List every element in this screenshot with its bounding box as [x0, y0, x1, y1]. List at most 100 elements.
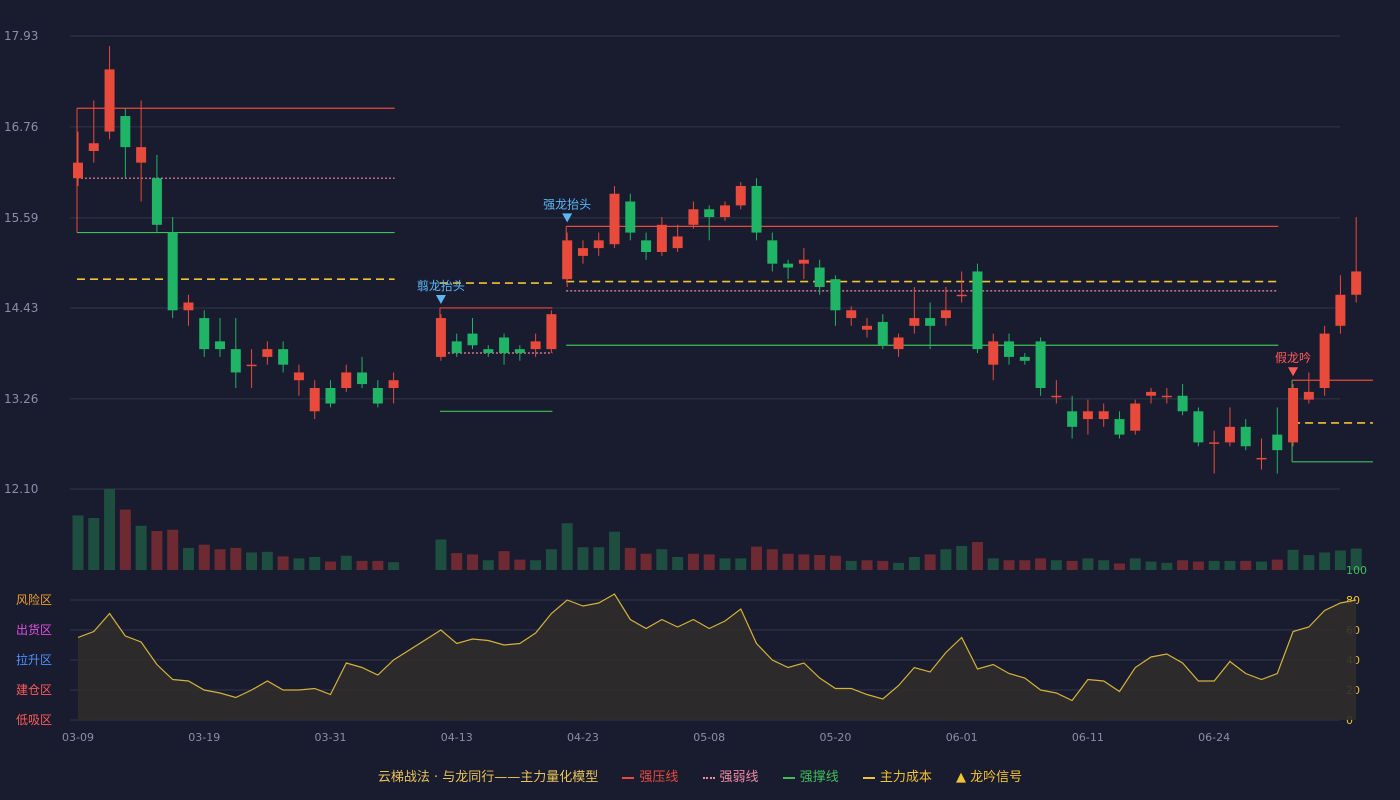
candle-body	[215, 341, 226, 350]
volume-bar	[703, 554, 715, 570]
candle-body	[562, 240, 573, 280]
osc-line	[77, 593, 1357, 702]
volume-bar	[435, 539, 447, 570]
volume-bar	[261, 551, 273, 570]
volume-bar	[1082, 558, 1094, 570]
date-tick-label: 04-13	[441, 731, 473, 744]
candle-body	[1004, 341, 1015, 357]
volume-bar	[1334, 550, 1346, 570]
candle-body	[199, 318, 210, 350]
date-tick-label: 05-20	[819, 731, 851, 744]
volume-bars	[72, 488, 1362, 570]
volume-bar	[340, 555, 352, 570]
osc-tick-label: 100	[1346, 564, 1367, 577]
candle-body	[1114, 419, 1125, 435]
date-tick-label: 06-01	[946, 731, 978, 744]
candle-body	[341, 372, 352, 388]
volume-bar	[624, 547, 636, 570]
volume-bar	[987, 558, 999, 570]
candlestick-chart: 17.93 16.76 15.59 14.43 13.26 12.10 翦龙抬头 强龙抬头假…	[4, 29, 1373, 744]
candle-body	[73, 162, 83, 179]
signal-arrow-icon	[562, 213, 573, 223]
candle-body	[183, 302, 194, 311]
price-tick-label: 14.43	[4, 301, 38, 315]
volume-bar	[372, 560, 384, 570]
candle-body	[262, 349, 273, 357]
osc-tick-label: 0	[1346, 714, 1353, 727]
candle-body	[1035, 341, 1046, 388]
volume-bar	[214, 549, 226, 570]
volume-bar	[687, 553, 699, 570]
candle-body	[1146, 391, 1157, 396]
volume-bar	[861, 560, 873, 570]
osc-zone-label: 出货区	[16, 622, 52, 637]
candle-body	[1240, 426, 1251, 447]
candles	[73, 46, 1362, 474]
volume-bar	[956, 545, 968, 570]
volume-bar	[845, 560, 857, 570]
volume-bar	[1003, 560, 1015, 570]
candle-body	[704, 209, 715, 218]
volume-bar	[182, 547, 194, 570]
candle-body	[972, 271, 983, 350]
volume-bar	[324, 561, 336, 570]
volume-bar	[498, 551, 510, 570]
candle-body	[388, 380, 399, 388]
volume-bar	[482, 560, 494, 570]
date-tick-label: 03-31	[314, 731, 346, 744]
candle-body	[88, 143, 99, 151]
candle-body	[546, 314, 557, 350]
volume-bar	[246, 552, 258, 570]
osc-area	[78, 594, 1357, 720]
price-grid	[70, 35, 1340, 490]
volume-bar	[719, 558, 731, 570]
candle-body	[372, 387, 383, 404]
date-tick-label: 06-11	[1072, 731, 1104, 744]
candle-body	[877, 321, 888, 346]
candle-body	[514, 349, 525, 354]
osc-zone-label: 拉升区	[16, 652, 52, 667]
legend-item-cost: 主力成本	[862, 766, 932, 785]
candle-body	[798, 259, 809, 264]
candle-body	[688, 209, 699, 225]
legend-item-signal: ▲ 龙吟信号	[956, 770, 1023, 785]
volume-bar	[1050, 560, 1062, 570]
candle-body	[1335, 294, 1346, 326]
volume-bar	[577, 547, 589, 570]
volume-bar	[656, 549, 668, 570]
price-tick-label: 16.76	[4, 120, 38, 134]
legend-item-support: 强撑线	[782, 766, 839, 785]
volume-bar	[530, 560, 542, 570]
date-tick-label: 03-09	[62, 731, 94, 744]
candle-body	[1177, 395, 1188, 412]
volume-bar	[1319, 552, 1331, 570]
candle-body	[625, 201, 636, 233]
volume-bar	[924, 554, 936, 570]
candle-body	[151, 178, 162, 225]
candle-body	[1067, 411, 1078, 427]
volume-bar	[1145, 561, 1157, 570]
oscillator-panel: 风险区出货区拉升区建仓区低吸区100806040200	[16, 564, 1367, 727]
candle-body	[940, 310, 951, 319]
candle-body	[325, 387, 336, 404]
volume-bar	[751, 546, 763, 570]
candle-body	[1019, 356, 1030, 361]
candle-body	[577, 248, 588, 256]
volume-bar	[971, 542, 983, 570]
signal-label: 强龙抬头	[543, 197, 591, 211]
volume-bar	[1129, 558, 1141, 570]
candle-body	[656, 224, 667, 253]
volume-bar	[940, 549, 952, 570]
candle-body	[309, 387, 320, 412]
candle-body	[104, 69, 115, 132]
volume-bar	[88, 518, 100, 570]
volume-bar	[1240, 560, 1252, 570]
volume-bar	[877, 560, 889, 570]
volume-bar	[104, 488, 116, 570]
date-tick-label: 05-08	[693, 731, 725, 744]
price-tick-label: 13.26	[4, 392, 38, 406]
volume-bar	[356, 560, 368, 570]
volume-bar	[309, 557, 321, 570]
candle-body	[814, 267, 825, 287]
